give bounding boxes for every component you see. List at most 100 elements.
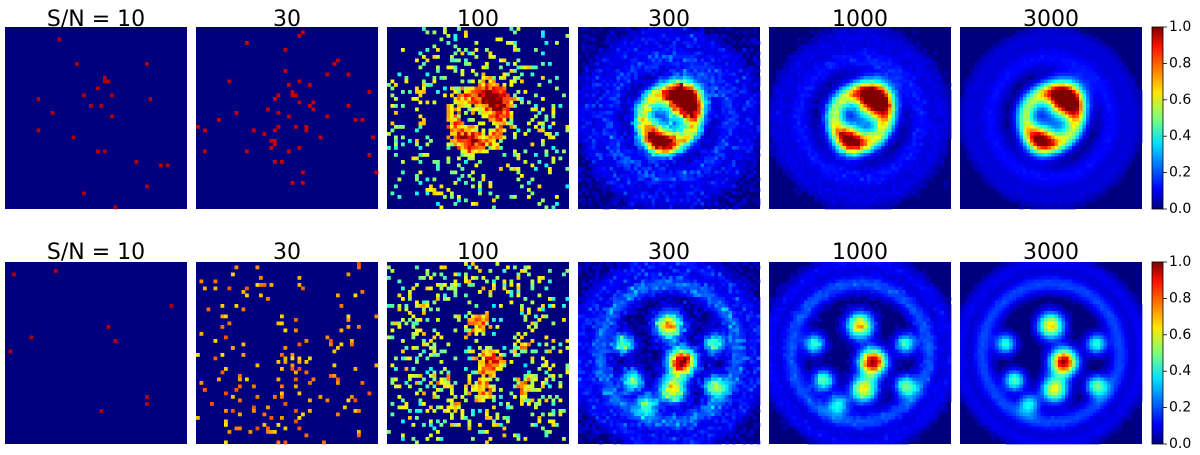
pixel bbox=[721, 142, 726, 147]
pixel bbox=[669, 149, 673, 154]
pixel bbox=[662, 37, 666, 42]
pixel bbox=[697, 156, 701, 161]
pixel bbox=[867, 128, 871, 133]
pixel bbox=[634, 100, 638, 105]
pixel bbox=[662, 30, 666, 35]
pixel bbox=[599, 118, 603, 122]
pixel bbox=[732, 104, 736, 108]
pixel bbox=[849, 100, 854, 105]
pixel bbox=[492, 135, 496, 140]
pixel bbox=[679, 79, 684, 84]
pixel bbox=[672, 139, 677, 143]
pixel bbox=[630, 62, 635, 66]
pixel bbox=[581, 153, 586, 157]
pixel bbox=[888, 114, 892, 119]
pixel bbox=[797, 79, 801, 84]
pixel bbox=[467, 132, 472, 136]
pixel bbox=[460, 128, 465, 133]
pixel bbox=[856, 184, 861, 189]
pixel bbox=[644, 100, 649, 105]
pixel bbox=[432, 177, 437, 182]
pixel bbox=[641, 184, 645, 189]
pixel bbox=[627, 76, 631, 80]
pixel bbox=[690, 83, 694, 87]
pixel bbox=[651, 93, 656, 98]
pixel bbox=[595, 58, 600, 63]
pixel bbox=[641, 146, 645, 150]
pixel bbox=[839, 177, 843, 182]
pixel bbox=[888, 181, 892, 185]
pixel bbox=[644, 198, 649, 203]
pixel bbox=[336, 58, 340, 63]
pixel bbox=[797, 149, 801, 154]
pixel bbox=[742, 93, 747, 98]
pixel bbox=[623, 198, 628, 203]
pixel bbox=[739, 65, 743, 70]
pixel bbox=[453, 170, 458, 175]
pixel bbox=[725, 118, 729, 122]
pixel bbox=[714, 153, 719, 157]
pixel bbox=[686, 118, 691, 122]
pixel bbox=[884, 48, 889, 52]
pixel bbox=[690, 41, 694, 45]
pixel bbox=[728, 114, 733, 119]
pixel bbox=[578, 114, 582, 119]
pixel bbox=[825, 174, 829, 178]
pixel bbox=[662, 34, 666, 38]
pixel bbox=[467, 86, 472, 91]
pixel bbox=[541, 198, 545, 203]
pixel bbox=[707, 128, 712, 133]
pixel bbox=[783, 128, 787, 133]
pixel bbox=[721, 125, 726, 129]
pixel bbox=[422, 55, 426, 59]
pixel bbox=[700, 118, 705, 122]
pixel bbox=[662, 79, 666, 84]
pixel bbox=[793, 100, 798, 105]
pixel bbox=[804, 174, 808, 178]
pixel bbox=[602, 177, 607, 182]
pixel bbox=[488, 114, 493, 119]
pixel bbox=[786, 149, 791, 154]
pixel bbox=[877, 160, 882, 164]
pixel bbox=[599, 107, 603, 112]
pixel bbox=[665, 62, 670, 66]
pixel bbox=[895, 104, 899, 108]
pixel bbox=[835, 55, 840, 59]
pixel bbox=[828, 48, 833, 52]
pixel bbox=[541, 51, 545, 56]
pixel bbox=[786, 107, 791, 112]
pixel bbox=[783, 97, 787, 101]
pixel bbox=[637, 83, 642, 87]
pixel bbox=[828, 93, 833, 98]
pixel bbox=[672, 62, 677, 66]
pixel bbox=[891, 121, 896, 126]
pixel bbox=[676, 114, 680, 119]
pixel bbox=[707, 107, 712, 112]
pixel bbox=[884, 44, 889, 49]
pixel bbox=[707, 149, 712, 154]
pixel bbox=[735, 205, 740, 210]
pixel bbox=[888, 93, 892, 98]
pixel bbox=[902, 163, 906, 168]
pixel bbox=[446, 107, 451, 112]
pixel bbox=[679, 181, 684, 185]
pixel bbox=[846, 107, 850, 112]
pixel bbox=[665, 188, 670, 192]
pixel bbox=[877, 205, 882, 210]
pixel bbox=[811, 128, 815, 133]
pixel bbox=[672, 86, 677, 91]
pixel bbox=[753, 79, 757, 84]
pixel bbox=[627, 58, 631, 63]
pixel bbox=[863, 86, 868, 91]
pixel bbox=[527, 121, 531, 126]
pixel bbox=[884, 174, 889, 178]
pixel bbox=[898, 181, 903, 185]
pixel bbox=[756, 139, 761, 143]
pixel bbox=[634, 107, 638, 112]
pixel bbox=[602, 118, 607, 122]
pixel bbox=[609, 86, 614, 91]
pixel bbox=[905, 114, 910, 119]
pixel bbox=[881, 118, 885, 122]
pixel bbox=[807, 79, 812, 84]
pixel bbox=[811, 160, 815, 164]
